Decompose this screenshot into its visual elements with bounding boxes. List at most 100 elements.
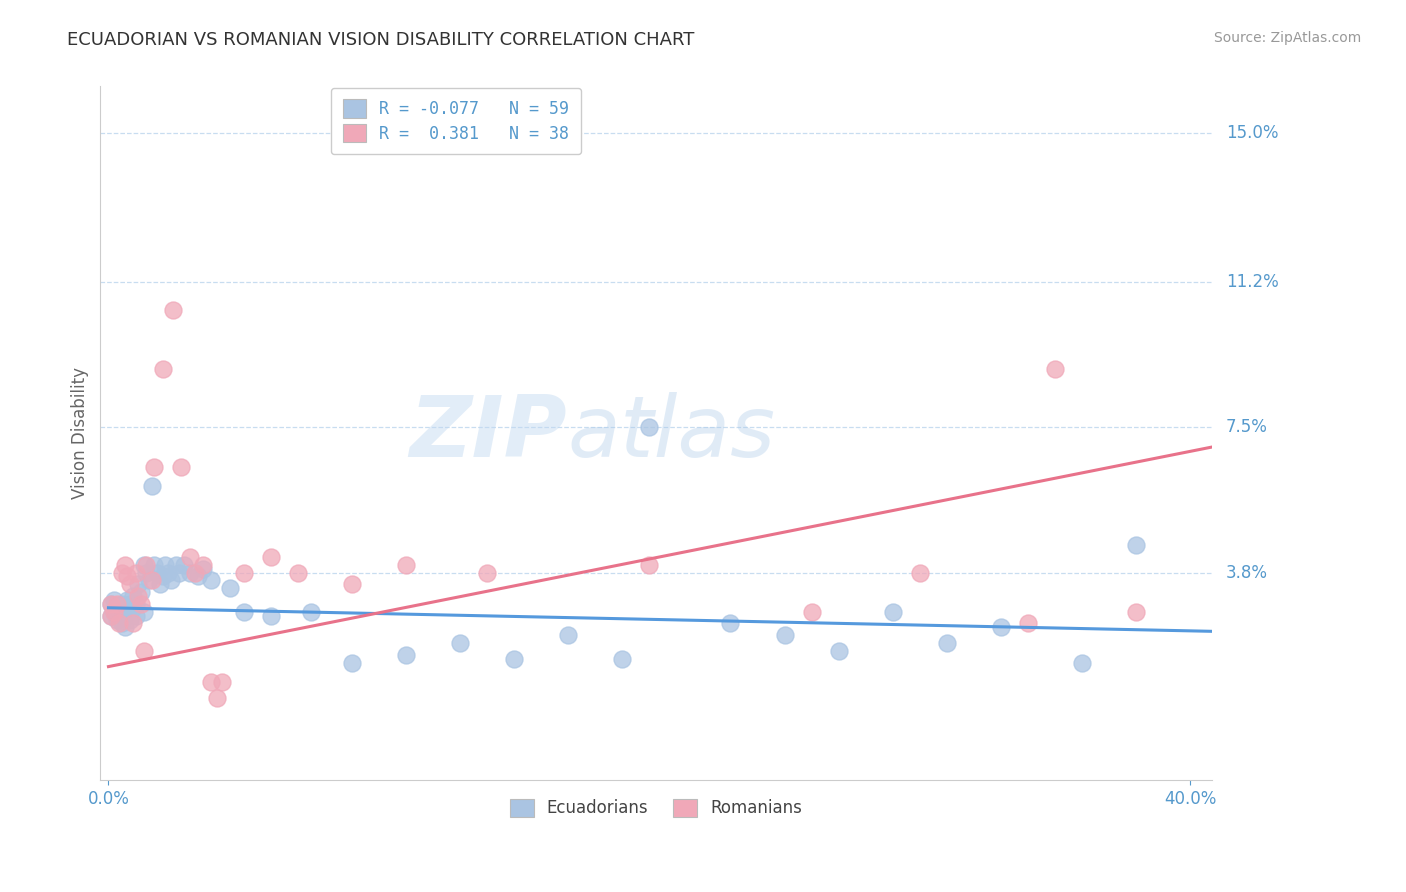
Point xyxy=(114,620,136,634)
Point xyxy=(935,636,957,650)
Point xyxy=(149,577,172,591)
Point xyxy=(260,608,283,623)
Point xyxy=(156,566,179,580)
Point xyxy=(449,636,471,650)
Point xyxy=(299,605,322,619)
Point xyxy=(908,566,931,580)
Point xyxy=(120,597,142,611)
Point xyxy=(124,597,146,611)
Point xyxy=(132,558,155,572)
Point xyxy=(165,558,187,572)
Point xyxy=(120,577,142,591)
Point xyxy=(141,479,163,493)
Point xyxy=(152,569,174,583)
Point xyxy=(800,605,823,619)
Point xyxy=(129,585,152,599)
Point xyxy=(557,628,579,642)
Point xyxy=(191,561,214,575)
Point xyxy=(638,558,661,572)
Point xyxy=(114,608,136,623)
Point xyxy=(138,574,160,588)
Point xyxy=(1125,538,1147,552)
Point xyxy=(232,605,254,619)
Text: atlas: atlas xyxy=(567,392,775,475)
Point xyxy=(990,620,1012,634)
Point xyxy=(100,608,122,623)
Text: 11.2%: 11.2% xyxy=(1226,273,1278,292)
Point xyxy=(162,302,184,317)
Point xyxy=(211,675,233,690)
Point xyxy=(638,420,661,434)
Text: 3.8%: 3.8% xyxy=(1226,564,1268,582)
Point xyxy=(132,644,155,658)
Point xyxy=(287,566,309,580)
Point xyxy=(111,566,134,580)
Point xyxy=(395,558,418,572)
Point xyxy=(103,593,125,607)
Point xyxy=(219,581,242,595)
Point xyxy=(720,616,742,631)
Point xyxy=(121,600,143,615)
Point xyxy=(152,361,174,376)
Point xyxy=(127,577,149,591)
Point xyxy=(340,656,363,670)
Point xyxy=(143,459,166,474)
Point xyxy=(100,608,122,623)
Point xyxy=(179,566,201,580)
Point xyxy=(773,628,796,642)
Legend: Ecuadorians, Romanians: Ecuadorians, Romanians xyxy=(503,792,808,824)
Point xyxy=(103,605,125,619)
Point xyxy=(205,690,228,705)
Point xyxy=(100,597,122,611)
Point xyxy=(117,569,139,583)
Point xyxy=(232,566,254,580)
Point xyxy=(1125,605,1147,619)
Point xyxy=(111,597,134,611)
Text: 15.0%: 15.0% xyxy=(1226,124,1278,143)
Point xyxy=(127,589,149,603)
Point xyxy=(1017,616,1039,631)
Point xyxy=(475,566,498,580)
Point xyxy=(1071,656,1094,670)
Point xyxy=(340,577,363,591)
Point xyxy=(124,608,146,623)
Point xyxy=(141,574,163,588)
Point xyxy=(200,675,222,690)
Point xyxy=(184,566,207,580)
Point xyxy=(105,600,128,615)
Point xyxy=(179,549,201,564)
Point xyxy=(173,558,195,572)
Point xyxy=(105,613,128,627)
Y-axis label: Vision Disability: Vision Disability xyxy=(72,368,89,500)
Point xyxy=(129,597,152,611)
Point xyxy=(121,589,143,603)
Point xyxy=(108,605,131,619)
Point xyxy=(170,459,193,474)
Point xyxy=(503,652,526,666)
Point xyxy=(135,558,157,572)
Point xyxy=(612,652,634,666)
Text: ZIP: ZIP xyxy=(409,392,567,475)
Point xyxy=(121,616,143,631)
Point xyxy=(132,605,155,619)
Point xyxy=(108,616,131,631)
Point xyxy=(159,574,181,588)
Point xyxy=(120,613,142,627)
Point xyxy=(124,566,146,580)
Point xyxy=(191,558,214,572)
Point xyxy=(146,566,169,580)
Text: Source: ZipAtlas.com: Source: ZipAtlas.com xyxy=(1213,31,1361,45)
Point xyxy=(395,648,418,662)
Text: ECUADORIAN VS ROMANIAN VISION DISABILITY CORRELATION CHART: ECUADORIAN VS ROMANIAN VISION DISABILITY… xyxy=(67,31,695,49)
Point xyxy=(167,566,190,580)
Point xyxy=(882,605,904,619)
Point xyxy=(105,597,128,611)
Point xyxy=(111,616,134,631)
Point xyxy=(155,558,177,572)
Point xyxy=(200,574,222,588)
Point xyxy=(103,605,125,619)
Point xyxy=(100,597,122,611)
Text: 7.5%: 7.5% xyxy=(1226,418,1268,436)
Point xyxy=(114,558,136,572)
Point xyxy=(117,605,139,619)
